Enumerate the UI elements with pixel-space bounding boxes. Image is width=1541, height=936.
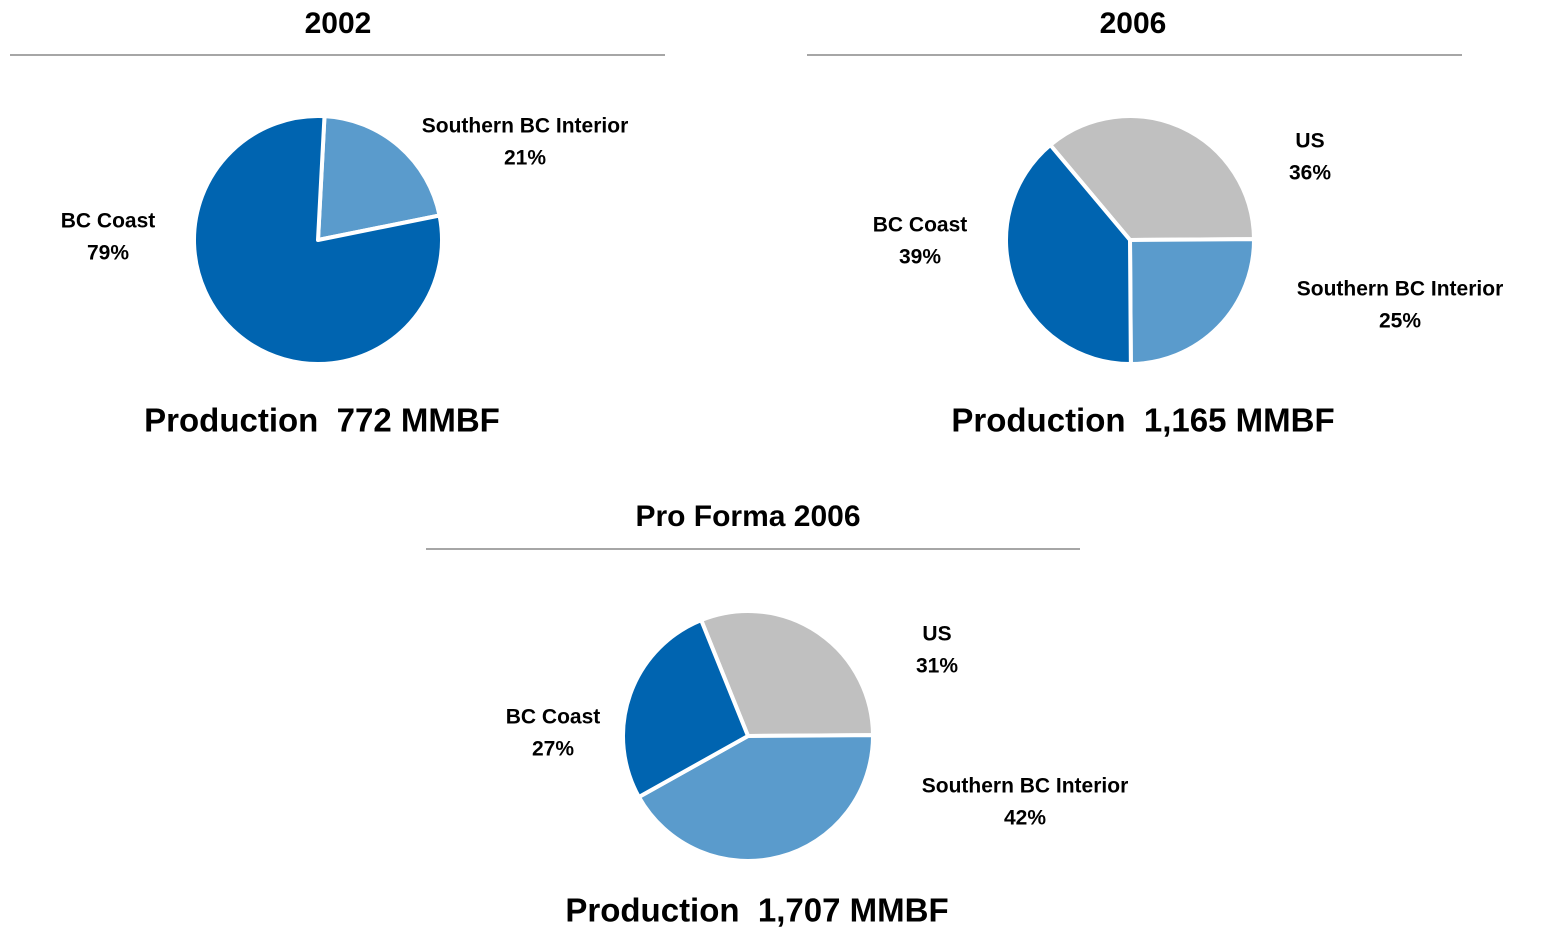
- pie-slice: [192, 114, 444, 366]
- chart-title: 2006: [1100, 7, 1167, 40]
- slice-label: Southern BC Interior: [422, 115, 629, 138]
- slice-label: US: [1295, 130, 1324, 153]
- slice-label: Southern BC Interior: [1297, 278, 1504, 301]
- pie-slice: [316, 114, 442, 242]
- pie-slice: [636, 733, 875, 863]
- slice-value-label: 27%: [532, 738, 574, 761]
- slice-value-label: 42%: [1004, 807, 1046, 830]
- slice-label: BC Coast: [61, 210, 156, 233]
- slice-value-label: 21%: [504, 147, 546, 170]
- production-caption: Production 772 MMBF: [144, 402, 500, 439]
- slice-label: BC Coast: [873, 214, 968, 237]
- slice-value-label: 31%: [916, 655, 958, 678]
- slice-label: Southern BC Interior: [922, 775, 1129, 798]
- pie-slice: [699, 609, 875, 738]
- chart-title: Pro Forma 2006: [635, 500, 860, 533]
- slice-value-label: 79%: [87, 242, 129, 265]
- slice-value-label: 39%: [899, 246, 941, 269]
- production-caption: Production 1,165 MMBF: [951, 402, 1334, 439]
- pie-slice: [1048, 114, 1256, 242]
- slice-value-label: 25%: [1379, 310, 1421, 333]
- pie-slice: [621, 618, 750, 799]
- production-caption: Production 1,707 MMBF: [565, 892, 948, 929]
- chart-title: 2002: [305, 7, 372, 40]
- pie-slice: [1128, 237, 1257, 366]
- slice-value-label: 36%: [1289, 162, 1331, 185]
- slice-label: BC Coast: [506, 706, 601, 729]
- pie-slice: [1004, 143, 1133, 366]
- slice-label: US: [922, 623, 951, 646]
